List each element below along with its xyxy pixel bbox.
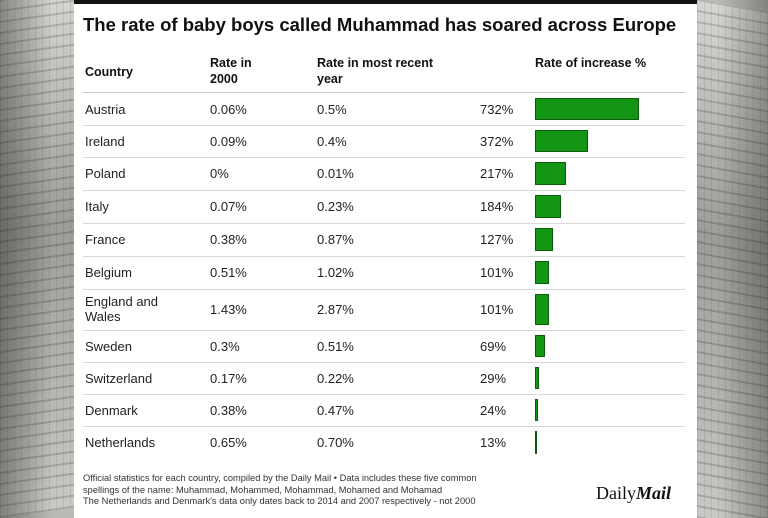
table-row: Austria 0.06% 0.5% 732% [83, 93, 685, 126]
country-cell: Belgium [85, 265, 132, 280]
footnote: Official statistics for each country, co… [83, 473, 583, 508]
rate-recent-cell: 2.87% [317, 302, 354, 317]
country-cell: England and Wales [85, 294, 159, 324]
increase-bar [535, 431, 537, 454]
footnote-line-3: The Netherlands and Denmark's data only … [83, 496, 476, 507]
table-row: Netherlands 0.65% 0.70% 13% [83, 426, 685, 459]
chart-card: The rate of baby boys called Muhammad ha… [74, 0, 697, 518]
header-rate-increase: Rate of increase % [535, 56, 647, 70]
header-country: Country [85, 65, 133, 79]
rate-2000-cell: 0.06% [210, 101, 247, 117]
rate-2000-cell: 0.51% [210, 265, 247, 280]
table-row: Denmark 0.38% 0.47% 24% [83, 394, 685, 427]
increase-bar [535, 261, 549, 284]
country-cell: Poland [85, 166, 126, 181]
table-row: Poland 0% 0.01% 217% [83, 157, 685, 191]
footnote-line-1: Official statistics for each country, co… [83, 473, 477, 483]
rate-recent-cell: 1.02% [317, 265, 354, 280]
rate-2000-cell: 0.09% [210, 133, 247, 149]
rate-2000-cell: 0% [210, 166, 229, 181]
rate-increase-label: 127% [480, 232, 514, 247]
table-row: Sweden 0.3% 0.51% 69% [83, 330, 685, 363]
daily-mail-logo: DailyMail [596, 483, 671, 504]
country-cell: Denmark [85, 402, 138, 418]
rate-increase-label: 372% [480, 133, 514, 149]
logo-daily: Daily [596, 483, 636, 503]
rate-2000-cell: 0.65% [210, 435, 247, 450]
rate-increase-label: 69% [480, 338, 507, 354]
increase-bar [535, 294, 549, 325]
logo-mail: Mail [636, 483, 672, 503]
rate-recent-cell: 0.70% [317, 435, 354, 450]
rate-recent-cell: 0.51% [317, 338, 354, 354]
country-cell: France [85, 232, 126, 247]
newspaper-background-left [0, 0, 74, 518]
table-row: England and Wales 1.43% 2.87% 101% [83, 289, 685, 331]
table-row: Belgium 0.51% 1.02% 101% [83, 256, 685, 290]
country-cell: Sweden [85, 338, 132, 354]
rate-2000-cell: 0.38% [210, 232, 247, 247]
rate-increase-label: 217% [480, 166, 514, 181]
rate-recent-cell: 0.5% [317, 101, 347, 117]
country-cell: Austria [85, 101, 126, 117]
rate-2000-cell: 0.07% [210, 199, 247, 214]
country-cell: Italy [85, 199, 109, 214]
top-rule [74, 0, 697, 4]
rate-increase-label: 101% [480, 302, 514, 317]
increase-bar [535, 130, 588, 152]
increase-bar [535, 195, 561, 218]
table-row: France 0.38% 0.87% 127% [83, 223, 685, 257]
chart-title: The rate of baby boys called Muhammad ha… [83, 14, 677, 35]
increase-bar [535, 367, 539, 389]
country-cell: Switzerland [85, 370, 153, 386]
increase-bar [535, 399, 538, 421]
table-row: Italy 0.07% 0.23% 184% [83, 190, 685, 224]
newspaper-background-right [697, 0, 768, 518]
table-row: Switzerland 0.17% 0.22% 29% [83, 362, 685, 395]
rate-recent-cell: 0.87% [317, 232, 354, 247]
rate-increase-label: 29% [480, 370, 507, 386]
rate-increase-label: 732% [480, 101, 514, 117]
rate-increase-label: 101% [480, 265, 514, 280]
rate-2000-cell: 0.3% [210, 338, 240, 354]
rate-increase-label: 184% [480, 199, 514, 214]
rate-recent-cell: 0.47% [317, 402, 354, 418]
rate-increase-label: 13% [480, 435, 507, 450]
table-row: Ireland 0.09% 0.4% 372% [83, 125, 685, 158]
footnote-line-2: spellings of the name: Muhammad, Mohamme… [83, 484, 443, 495]
rate-recent-cell: 0.4% [317, 133, 347, 149]
header-rate-2000: Rate in 2000 [210, 56, 252, 86]
country-cell: Netherlands [85, 435, 156, 450]
rate-recent-cell: 0.23% [317, 199, 354, 214]
rate-recent-cell: 0.22% [317, 370, 354, 386]
rate-2000-cell: 1.43% [210, 302, 247, 317]
increase-bar [535, 335, 545, 357]
increase-bar [535, 228, 553, 251]
increase-bar [535, 98, 639, 120]
increase-bar [535, 162, 566, 185]
rate-2000-cell: 0.38% [210, 402, 247, 418]
header-divider [83, 92, 685, 93]
header-rate-recent: Rate in most recent year [317, 56, 434, 86]
country-cell: Ireland [85, 133, 125, 149]
rate-increase-label: 24% [480, 402, 507, 418]
rate-2000-cell: 0.17% [210, 370, 247, 386]
rate-recent-cell: 0.01% [317, 166, 354, 181]
